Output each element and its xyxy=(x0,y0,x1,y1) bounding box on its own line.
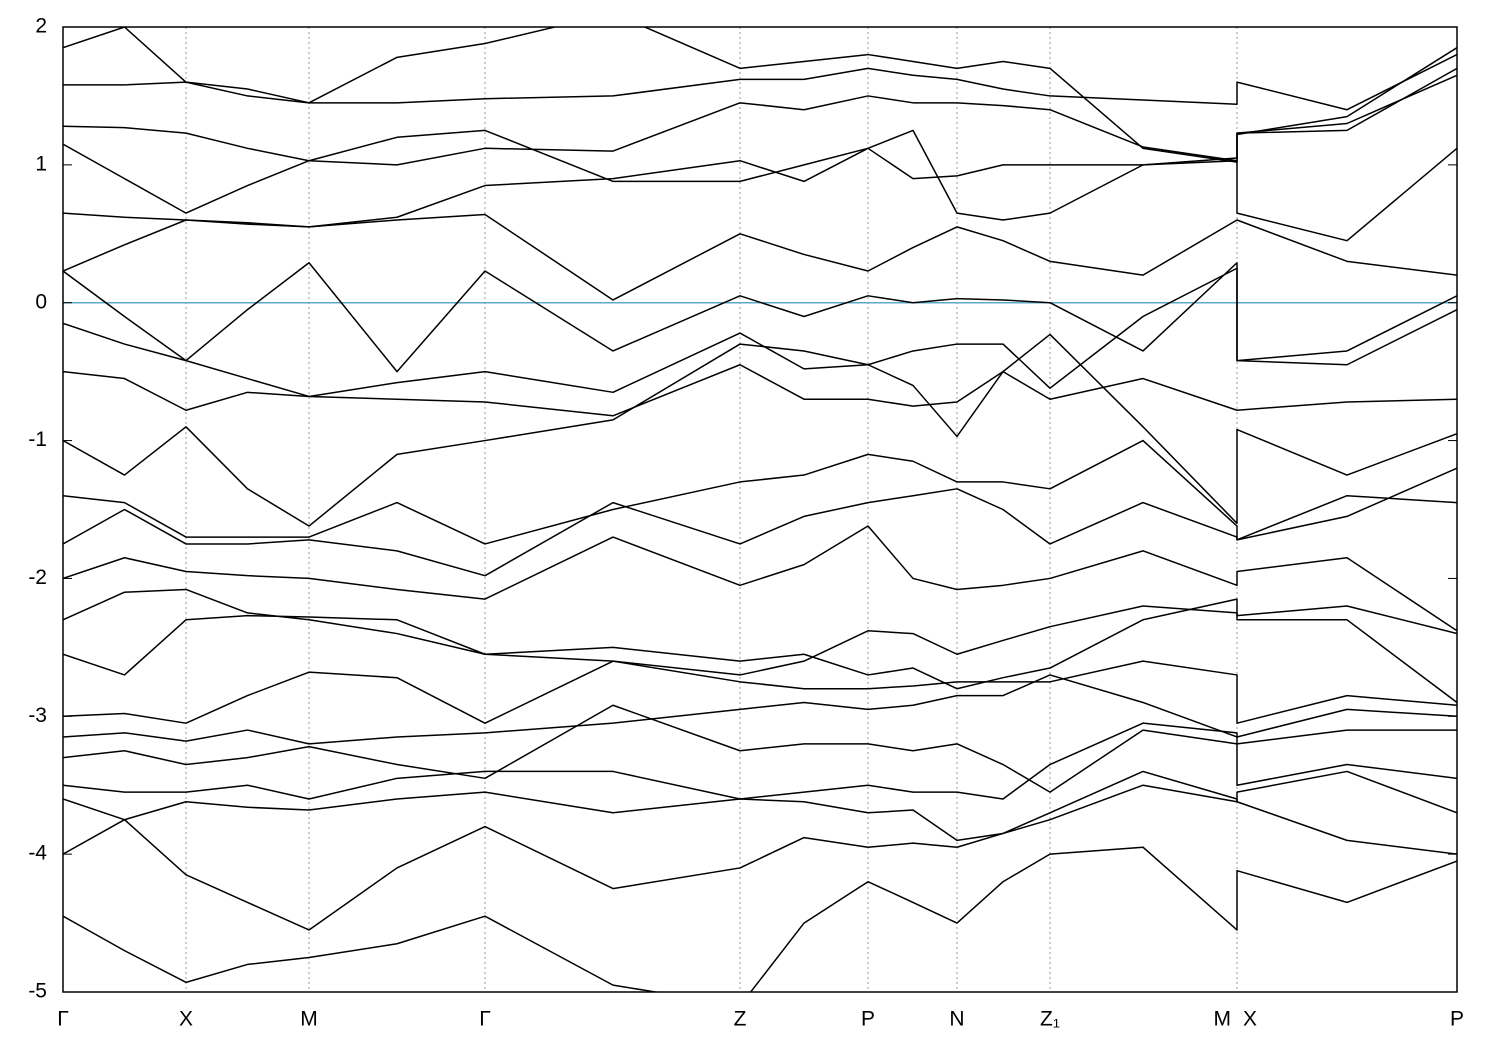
band-line xyxy=(63,67,1457,166)
y-tick-label: 0 xyxy=(35,290,47,313)
y-tick-label: -3 xyxy=(28,704,47,727)
x-tick-label: P xyxy=(1450,1008,1464,1031)
band-line xyxy=(63,267,1457,398)
x-tick-label: M xyxy=(300,1008,318,1031)
y-tick-label: 1 xyxy=(35,152,47,175)
band-line xyxy=(63,53,1457,111)
x-tick-label: Γ xyxy=(479,1008,491,1031)
band-line xyxy=(63,660,1457,724)
band-line xyxy=(63,467,1457,577)
y-tick-label: -2 xyxy=(28,566,47,589)
band-line xyxy=(63,364,1457,417)
band-line xyxy=(63,27,1457,163)
band-line xyxy=(63,674,1457,745)
plot-frame xyxy=(62,26,1458,993)
band-line xyxy=(63,525,1457,632)
band-line xyxy=(63,722,1457,800)
x-tick-label: X xyxy=(1243,1008,1257,1031)
band-line xyxy=(63,129,1457,242)
band-line xyxy=(63,74,1457,214)
band-line xyxy=(63,213,1457,301)
y-tick-label: -5 xyxy=(28,980,47,1003)
band-line xyxy=(63,846,1457,992)
grid xyxy=(62,27,1458,992)
y-tick-label: 2 xyxy=(35,15,47,38)
band-line xyxy=(63,704,1457,793)
x-tick-label: Z xyxy=(734,1008,747,1031)
x-tick-label: M xyxy=(1214,1008,1232,1031)
band-line xyxy=(63,261,1457,373)
y-tick-label: -4 xyxy=(28,842,47,865)
band-line xyxy=(63,770,1457,931)
y-tick-label: -1 xyxy=(28,428,47,451)
band-line xyxy=(63,588,1457,704)
band-line xyxy=(63,333,1457,527)
x-tick-label: P xyxy=(861,1008,875,1031)
band-line xyxy=(63,439,1457,545)
x-tick-label: X xyxy=(179,1008,193,1031)
band-line xyxy=(63,770,1457,842)
x-tick-label: Z₁ xyxy=(1040,1008,1060,1031)
bands xyxy=(63,27,1457,992)
x-tick-label: Γ xyxy=(57,1008,69,1031)
band-line xyxy=(63,598,1457,690)
x-tick-label: N xyxy=(949,1008,964,1031)
